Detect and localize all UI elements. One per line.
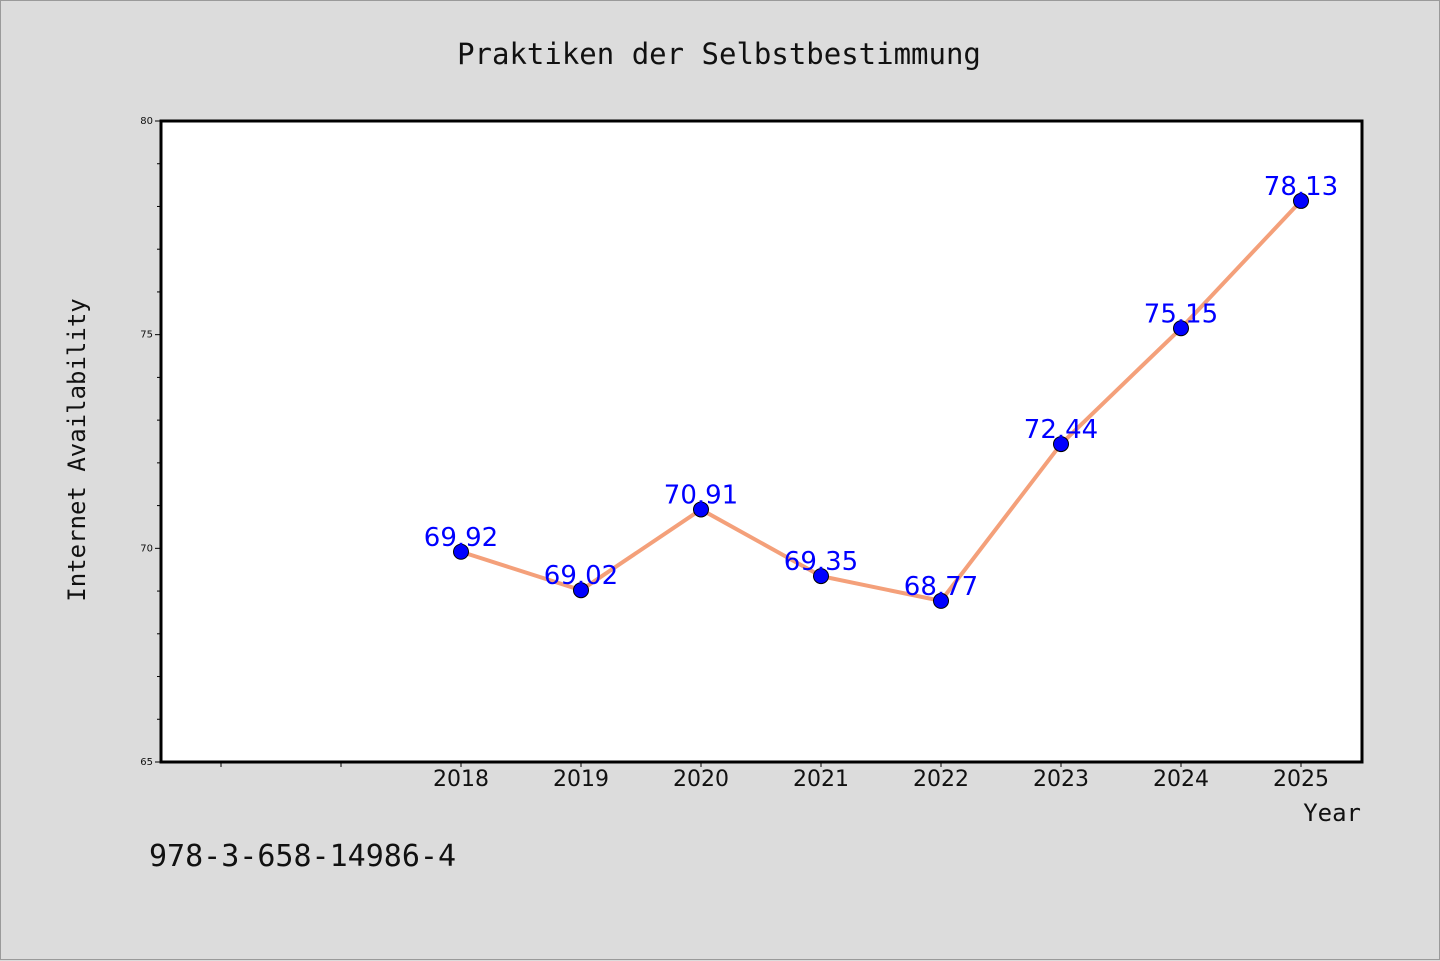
data-label: 69.35	[784, 547, 858, 577]
data-point	[933, 592, 949, 609]
footer-isbn: 978-3-658-14986-4	[149, 839, 456, 874]
data-label: 69.92	[424, 523, 498, 553]
x-axis: 2018 2019 2020 2021 2022 2023 2024 2025	[220, 762, 1329, 792]
x-tick-label: 2022	[913, 767, 969, 792]
data-label: 72.44	[1024, 415, 1098, 445]
data-labels: 69.92 69.02 70.91 69.35 68.77 72.44 75.15 78.13	[424, 172, 1338, 602]
data-point	[573, 582, 589, 599]
x-tick-label: 2018	[433, 767, 489, 792]
x-tick-label: 2025	[1273, 767, 1329, 792]
data-point	[1293, 192, 1309, 209]
x-tick-label: 2024	[1153, 767, 1209, 792]
plot-area	[159, 119, 1364, 764]
x-axis-label: Year	[1303, 799, 1361, 827]
y-axis-label: Internet Availability	[63, 298, 91, 601]
data-label: 78.13	[1264, 172, 1338, 202]
y-tick-label: 80	[140, 116, 153, 127]
data-label: 69.02	[544, 561, 618, 591]
x-tick-label: 2019	[553, 767, 609, 792]
series-layer	[453, 192, 1309, 609]
x-tick-label: 2020	[673, 767, 729, 792]
y-axis: 65 70 75 80	[140, 116, 161, 768]
data-point	[1173, 320, 1189, 337]
x-tick-label: 2023	[1033, 767, 1089, 792]
y-tick-label: 70	[140, 543, 153, 554]
data-label: 75.15	[1144, 299, 1218, 329]
x-tick-label: 2021	[793, 767, 849, 792]
data-point	[813, 568, 829, 585]
data-point	[1053, 436, 1069, 453]
data-label: 70.91	[664, 480, 738, 510]
series-line	[459, 198, 1303, 603]
y-tick-label: 75	[140, 330, 153, 341]
chart-title: Praktiken der Selbstbestimmung	[457, 37, 981, 71]
data-label: 68.77	[904, 572, 978, 602]
data-point	[693, 501, 709, 518]
y-tick-label: 65	[140, 757, 153, 768]
data-point	[453, 543, 469, 560]
